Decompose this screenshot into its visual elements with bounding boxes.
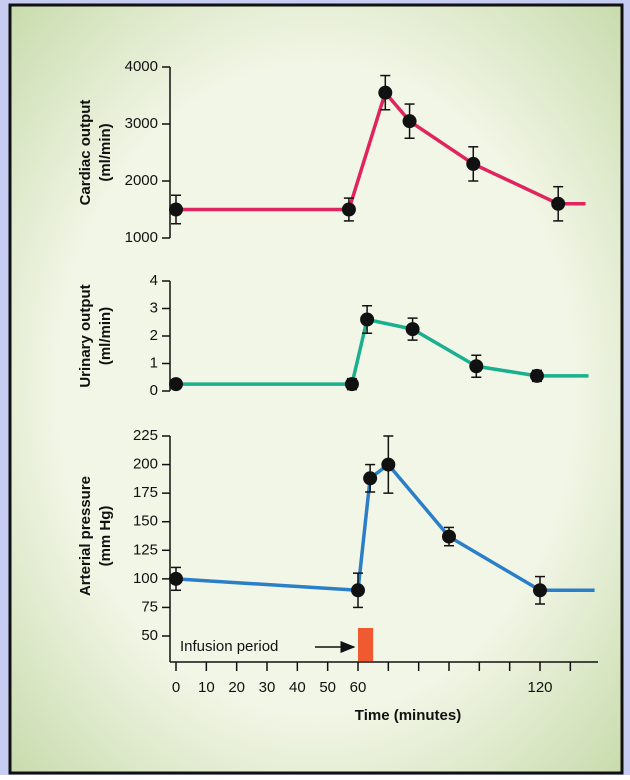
y-tick-label: 150 [133,513,158,530]
y-tick-label: 100 [133,570,158,587]
x-tick-label: 40 [289,679,306,696]
data-point [466,156,481,171]
data-point [529,368,544,383]
data-point [351,583,365,598]
x-axis-label: Time (minutes) [355,707,461,724]
data-point [341,202,356,217]
y-tick-label: 225 [133,427,158,444]
x-tick-label: 20 [228,679,245,696]
y-axis-label: Urinary output [77,284,94,387]
x-tick-label: 50 [319,679,336,696]
data-point [469,359,484,374]
y-tick-label: 200 [133,456,158,473]
y-axis-label: (mm Hg) [97,506,114,567]
data-point [402,114,417,129]
y-tick-label: 175 [133,484,158,501]
x-tick-label: 120 [527,679,552,696]
data-point [169,377,183,392]
y-axis-label: (ml/min) [97,307,114,365]
data-point [169,202,183,217]
y-axis-label: Arterial pressure [77,476,94,596]
data-point [533,583,547,598]
data-point [551,196,566,211]
y-tick-label: 1000 [125,229,158,246]
annotation: Infusion period [180,638,278,655]
data-point [381,457,396,472]
y-tick-label: 2 [150,327,158,344]
x-tick-label: 60 [350,679,367,696]
data-point [442,529,456,544]
y-tick-label: 125 [133,541,158,558]
data-point [169,571,183,586]
x-tick-label: 10 [198,679,215,696]
y-tick-label: 1 [150,354,158,371]
x-tick-label: 30 [259,679,276,696]
y-tick-label: 3 [150,299,158,316]
panel [8,3,624,775]
data-point [405,322,420,337]
y-axis-label: Cardiac output [77,100,94,206]
y-axis-label: (ml/min) [97,123,114,181]
y-tick-label: 50 [141,627,158,644]
y-tick-label: 3000 [125,115,158,132]
y-tick-label: 75 [141,598,158,615]
y-tick-label: 4000 [125,58,158,75]
data-point [363,471,378,486]
y-tick-label: 0 [150,382,158,399]
data-point [360,312,375,327]
y-tick-label: 2000 [125,172,158,189]
data-point [378,85,393,100]
data-point [344,377,359,392]
infusion-bar [358,628,374,661]
x-tick-label: 0 [172,679,180,696]
y-tick-label: 4 [150,272,158,289]
